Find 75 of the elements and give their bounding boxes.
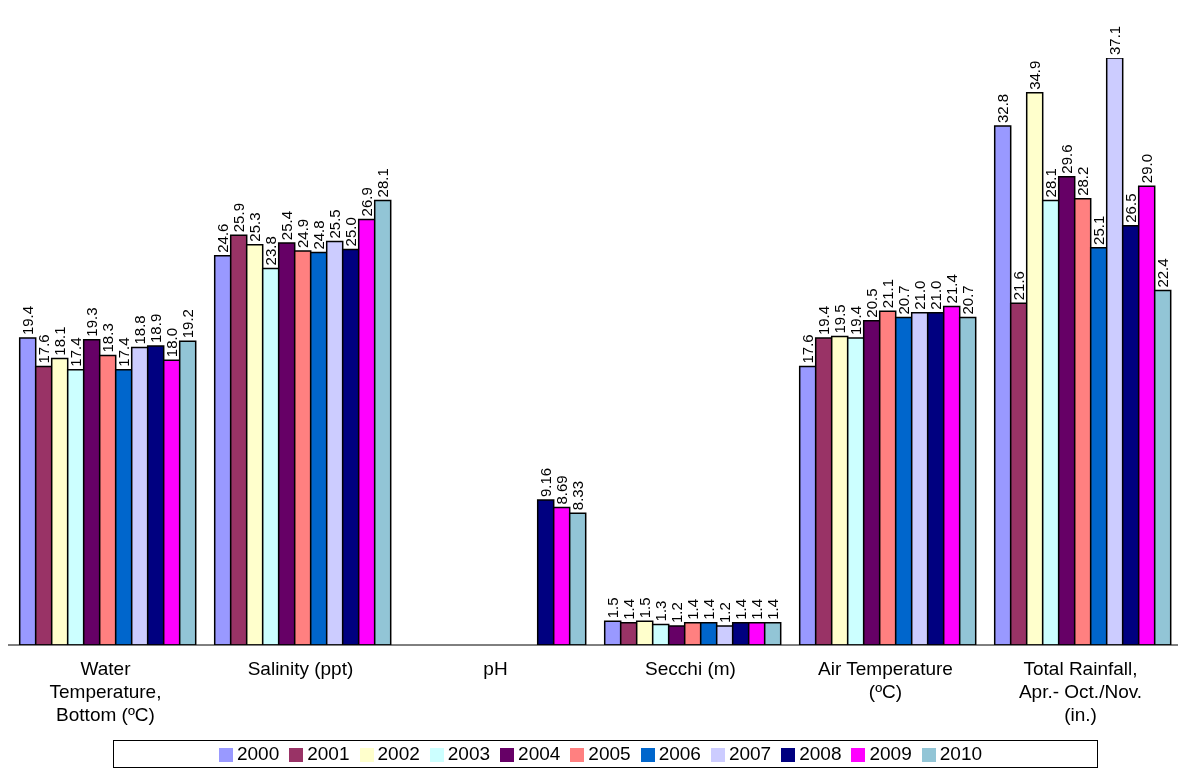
legend-label: 2001 — [307, 743, 350, 764]
data-label: 1.4 — [747, 598, 765, 620]
legend-label: 2006 — [658, 743, 701, 764]
legend-label: 2010 — [939, 743, 983, 764]
data-label: 1.5 — [603, 597, 621, 619]
data-label: 29.0 — [1137, 153, 1155, 184]
data-label: 17.4 — [114, 337, 132, 367]
data-label: 17.6 — [798, 334, 816, 364]
data-label: 18.0 — [162, 328, 180, 358]
data-label: 32.8 — [993, 93, 1011, 124]
x-tick-label: Salinity (ppt) — [247, 658, 354, 679]
data-label: 20.7 — [894, 285, 912, 315]
data-label: 19.4 — [814, 305, 832, 336]
data-label: 18.3 — [98, 323, 116, 353]
data-label: 1.4 — [619, 598, 637, 620]
data-label: 9.16 — [536, 467, 554, 498]
x-tick-label: Air Temperature (ºC) — [818, 658, 953, 702]
data-label: 18.8 — [130, 315, 148, 345]
legend-label: 2004 — [518, 743, 561, 764]
data-label: 17.4 — [66, 337, 84, 367]
data-label: 26.9 — [357, 187, 375, 217]
data-label: 18.9 — [146, 313, 164, 343]
x-tick-label: pH — [483, 658, 508, 679]
data-label: 8.33 — [568, 481, 586, 511]
data-label: 24.9 — [293, 218, 311, 249]
data-label: 19.4 — [846, 305, 864, 336]
legend-label: 2008 — [799, 743, 842, 764]
data-label: 1.2 — [715, 602, 733, 624]
data-label: 22.4 — [1153, 258, 1171, 288]
data-label: 24.6 — [213, 223, 231, 253]
data-label: 1.5 — [635, 597, 653, 619]
data-label: 28.1 — [1041, 168, 1059, 198]
data-label: 25.1 — [1089, 215, 1107, 245]
x-tick-label: Total Rainfall, Apr.- Oct./Nov. (in.) — [1018, 658, 1143, 725]
data-label: 20.5 — [862, 288, 880, 318]
data-label: 25.9 — [229, 203, 247, 233]
data-label: 8.69 — [552, 475, 570, 505]
data-label: 1.4 — [699, 598, 717, 620]
data-label: 1.3 — [651, 600, 669, 622]
data-label: 21.4 — [942, 274, 960, 304]
data-label: 19.2 — [178, 309, 196, 339]
data-label: 19.5 — [830, 304, 848, 334]
data-label: 34.9 — [1025, 60, 1043, 90]
data-label: 21.1 — [878, 278, 896, 309]
x-tick-label: Secchi (m) — [645, 658, 736, 679]
data-label: 25.3 — [245, 212, 263, 242]
data-label: 1.2 — [667, 602, 685, 624]
data-label: 23.8 — [261, 236, 279, 266]
data-label: 25.4 — [277, 210, 295, 241]
legend-label: 2002 — [377, 743, 420, 764]
data-label: 24.8 — [309, 220, 327, 250]
data-label: 26.5 — [1121, 193, 1139, 223]
data-label: 1.4 — [763, 598, 781, 620]
legend-label: 2009 — [869, 743, 912, 764]
data-label: 19.4 — [18, 305, 36, 336]
x-tick-label: Water Temperature, Bottom (ºC) — [49, 658, 162, 725]
data-label: 37.1 — [1105, 25, 1123, 55]
legend-label: 2003 — [447, 743, 491, 764]
data-label: 25.5 — [325, 209, 343, 239]
data-label: 28.2 — [1073, 166, 1091, 196]
data-label: 18.1 — [50, 326, 68, 356]
data-label: 20.7 — [958, 285, 976, 315]
data-label: 28.1 — [373, 168, 391, 198]
data-label: 21.6 — [1009, 271, 1027, 301]
legend-label: 2005 — [588, 743, 631, 764]
data-label: 25.0 — [341, 217, 359, 247]
data-label: 1.4 — [683, 598, 701, 620]
data-label: 1.4 — [731, 598, 749, 620]
legend-label: 2007 — [728, 743, 772, 764]
data-label: 21.0 — [926, 280, 944, 310]
data-label: 17.6 — [34, 334, 52, 364]
legend-label: 2000 — [236, 743, 280, 764]
data-label: 29.6 — [1057, 144, 1075, 174]
data-label: 21.0 — [910, 280, 928, 310]
data-label: 19.3 — [82, 307, 100, 337]
